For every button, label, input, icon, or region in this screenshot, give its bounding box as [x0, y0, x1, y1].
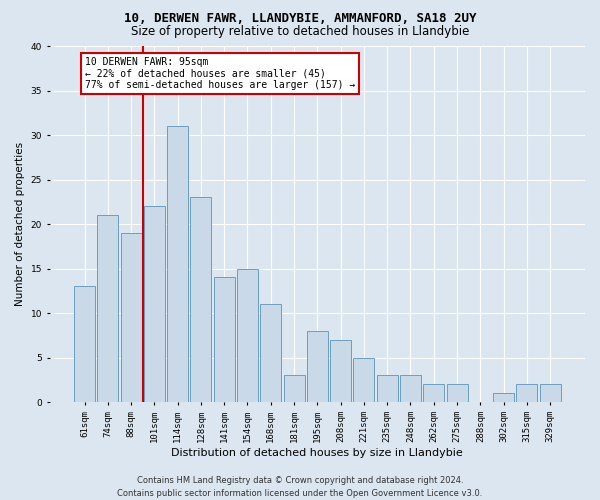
Y-axis label: Number of detached properties: Number of detached properties	[15, 142, 25, 306]
Text: 10 DERWEN FAWR: 95sqm
← 22% of detached houses are smaller (45)
77% of semi-deta: 10 DERWEN FAWR: 95sqm ← 22% of detached …	[85, 56, 355, 90]
Bar	[540, 384, 560, 402]
Bar	[446, 384, 467, 402]
Bar	[284, 376, 305, 402]
X-axis label: Distribution of detached houses by size in Llandybie: Distribution of detached houses by size …	[172, 448, 463, 458]
Bar	[144, 206, 165, 402]
Bar	[214, 278, 235, 402]
Bar	[121, 233, 142, 402]
Bar	[97, 215, 118, 402]
Text: 10, DERWEN FAWR, LLANDYBIE, AMMANFORD, SA18 2UY: 10, DERWEN FAWR, LLANDYBIE, AMMANFORD, S…	[124, 12, 476, 26]
Bar	[167, 126, 188, 402]
Bar	[260, 304, 281, 402]
Bar	[493, 393, 514, 402]
Bar	[190, 198, 211, 402]
Bar	[330, 340, 351, 402]
Text: Contains HM Land Registry data © Crown copyright and database right 2024.
Contai: Contains HM Land Registry data © Crown c…	[118, 476, 482, 498]
Bar	[74, 286, 95, 402]
Bar	[423, 384, 444, 402]
Bar	[237, 268, 258, 402]
Bar	[400, 376, 421, 402]
Bar	[517, 384, 538, 402]
Bar	[377, 376, 398, 402]
Bar	[353, 358, 374, 402]
Bar	[307, 331, 328, 402]
Text: Size of property relative to detached houses in Llandybie: Size of property relative to detached ho…	[131, 25, 469, 38]
